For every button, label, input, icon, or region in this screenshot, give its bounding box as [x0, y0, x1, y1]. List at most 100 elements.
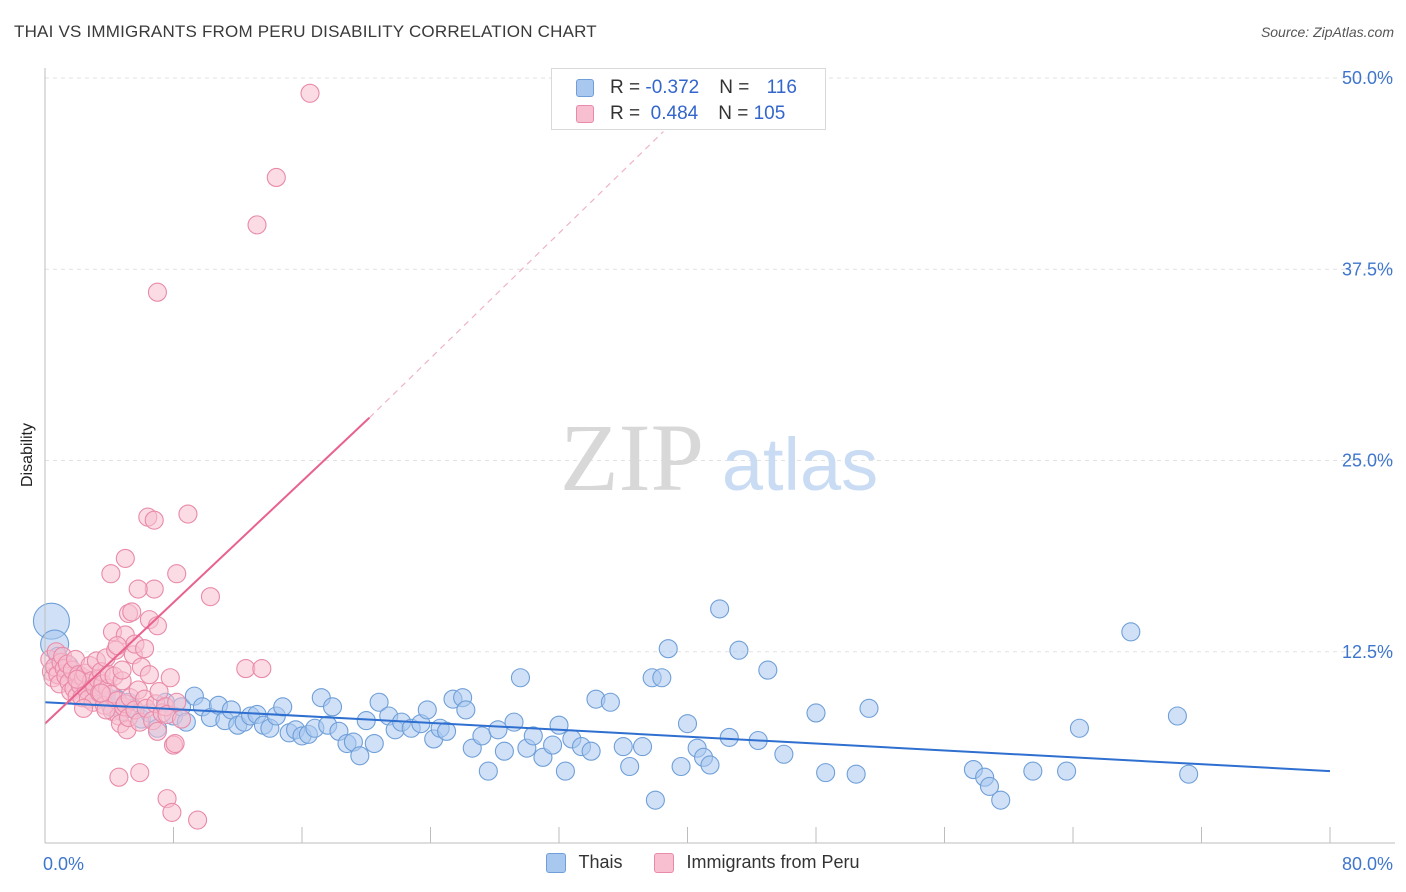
peru-point	[167, 564, 187, 584]
thais-trend-line	[44, 701, 1331, 773]
series-legend: Thais Immigrants from Peru	[0, 852, 1406, 873]
r-label: R =	[610, 103, 646, 124]
peru-point	[112, 660, 132, 680]
thais-point	[543, 735, 563, 755]
thais-point	[1121, 622, 1141, 642]
thais-point	[478, 761, 498, 781]
x-tick-label: 0.0%	[43, 854, 84, 874]
peru-point	[122, 602, 142, 622]
peru-point	[101, 564, 121, 584]
peru-point	[300, 83, 320, 103]
peru-point	[165, 733, 185, 754]
thais-point	[417, 700, 437, 720]
thais-points	[32, 599, 1199, 810]
thais-point	[488, 720, 508, 740]
n-label: N =	[718, 103, 754, 124]
peru-point	[147, 616, 167, 636]
y-tick-label: 25.0%	[1342, 451, 1393, 471]
peru-trend-line	[44, 416, 371, 725]
peru-point	[135, 639, 155, 659]
thais-point	[549, 715, 569, 735]
peru-point	[236, 659, 256, 679]
y-tick-label: 37.5%	[1342, 259, 1393, 279]
thais-point	[555, 761, 575, 781]
thais-point	[523, 726, 543, 746]
peru-point	[130, 763, 150, 783]
peru-swatch	[576, 105, 594, 123]
axes	[44, 68, 1395, 844]
r-value: 0.484	[645, 103, 699, 124]
legend-label: Thais	[578, 852, 623, 872]
peru-point	[200, 587, 220, 607]
peru-legend-swatch	[654, 852, 675, 873]
r-value: -0.372	[645, 77, 700, 98]
peru-point	[160, 668, 180, 688]
thais-point	[510, 668, 531, 688]
gridlines	[45, 77, 1395, 653]
n-value: 105	[753, 103, 786, 124]
peru-point	[144, 579, 164, 599]
trend-lines	[44, 131, 1331, 773]
legend-label: Immigrants from Peru	[686, 852, 860, 872]
legend-item-thais[interactable]: Thais	[546, 852, 622, 873]
n-value: 116	[766, 77, 797, 98]
thais-point	[859, 698, 879, 718]
thais-point	[456, 700, 476, 720]
thais-swatch	[576, 79, 594, 97]
peru-point	[147, 282, 167, 302]
legend-item-peru[interactable]: Immigrants from Peru	[654, 852, 860, 873]
peru-points	[40, 83, 320, 830]
thais-point	[677, 714, 698, 734]
thais-point	[1069, 718, 1089, 738]
peru-point	[252, 659, 272, 679]
peru-point	[67, 669, 87, 689]
peru-point	[247, 215, 267, 235]
chart-title: THAI VS IMMIGRANTS FROM PERU DISABILITY …	[14, 22, 597, 41]
thais-point	[652, 668, 672, 688]
thais-point	[350, 746, 370, 766]
thais-point	[658, 639, 678, 659]
peru-point	[109, 767, 129, 787]
thais-point	[494, 741, 514, 761]
thais-point	[620, 756, 640, 777]
peru-point	[107, 636, 127, 656]
stats-legend: R = -0.372 N = 116 R = 0.484 N = 105	[551, 68, 826, 130]
peru-point	[266, 167, 286, 187]
thais-point	[632, 737, 653, 757]
peru-point	[74, 698, 94, 718]
x-tick-label: 80.0%	[1342, 854, 1393, 874]
peru-point	[171, 709, 192, 729]
thais-point	[846, 764, 866, 784]
thais-point	[979, 776, 1000, 796]
r-label: R =	[610, 77, 646, 98]
thais-point	[719, 727, 739, 747]
peru-point	[128, 579, 148, 599]
thais-point	[273, 697, 293, 717]
peru-point	[162, 802, 182, 822]
peru-point	[96, 700, 116, 720]
thais-point	[729, 640, 749, 660]
n-label: N =	[719, 77, 755, 98]
thais-point	[600, 692, 620, 712]
thais-point	[437, 721, 457, 741]
thais-point	[700, 755, 720, 775]
thais-point	[645, 790, 665, 810]
peru-point	[115, 548, 135, 568]
peru-trend-extension	[369, 131, 664, 419]
watermark-zip: ZIP	[560, 404, 704, 511]
thais-point	[613, 737, 633, 757]
thais-point	[369, 692, 389, 712]
thais-point	[322, 697, 343, 717]
thais-point	[581, 741, 601, 761]
thais-point	[364, 733, 384, 754]
stats-row-peru: R = 0.484 N = 105	[576, 102, 785, 126]
thais-legend-swatch	[546, 852, 567, 873]
tick-labels: 12.5% 25.0% 37.5% 50.0% 0.0% 80.0%	[43, 68, 1393, 874]
y-tick-label: 50.0%	[1342, 68, 1393, 88]
thais-point	[1023, 761, 1043, 781]
peru-point	[188, 810, 208, 830]
thais-point	[806, 703, 826, 723]
thais-point	[816, 763, 836, 783]
watermark: ZIP atlas	[560, 404, 878, 511]
